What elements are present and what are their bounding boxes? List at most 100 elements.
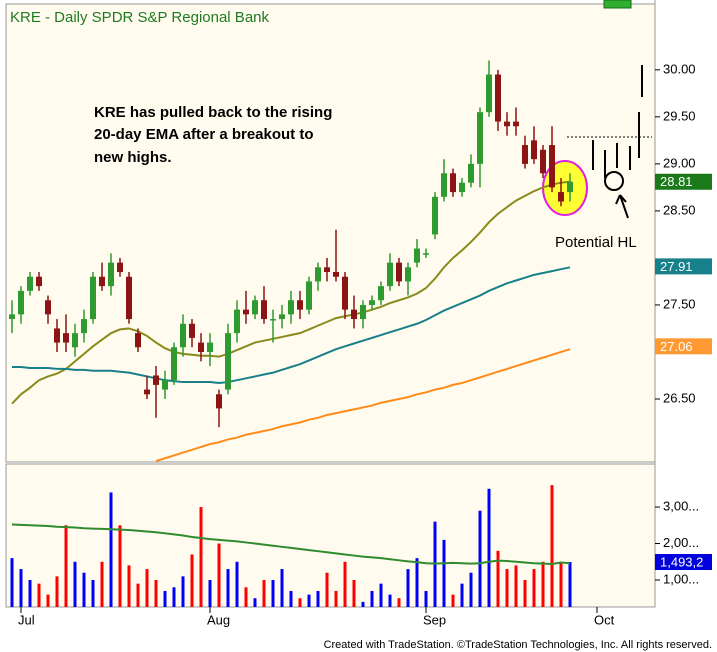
y-tick-label: 26.50 <box>663 390 696 405</box>
candle-body <box>531 140 537 160</box>
volume-bar <box>496 550 500 607</box>
candle-body <box>360 304 366 320</box>
volume-bar <box>370 590 374 607</box>
volume-bar <box>91 580 95 607</box>
y-tick-label: 29.50 <box>663 108 696 123</box>
candle-body <box>486 74 492 113</box>
candle-body <box>153 375 159 385</box>
candle-body <box>180 323 186 348</box>
y-tick-label: 3,00... <box>663 498 699 513</box>
candle-body <box>423 253 429 255</box>
candle-body <box>261 300 267 320</box>
candle-body <box>243 309 249 315</box>
candle-body <box>549 145 555 188</box>
candle-body <box>117 262 123 273</box>
volume-bar <box>505 569 509 607</box>
candle-body <box>288 300 294 315</box>
x-tick-label: Sep <box>423 612 446 627</box>
candle-body <box>99 276 105 287</box>
x-tick-label: Jul <box>18 612 35 627</box>
volume-bar <box>208 580 212 607</box>
volume-average <box>11 523 571 565</box>
x-tick-label: Aug <box>207 612 230 627</box>
candle-body <box>9 314 15 320</box>
x-tick-label: Oct <box>594 612 615 627</box>
volume-bar <box>253 598 257 607</box>
price-marker <box>655 258 712 275</box>
volume-bar <box>64 525 68 607</box>
candle-body <box>396 262 402 282</box>
y-tick-label: 28.50 <box>663 202 696 217</box>
candle-body <box>279 314 285 320</box>
volume-bar <box>163 590 167 607</box>
volume-bar <box>307 594 311 607</box>
candle-body <box>387 262 393 287</box>
candle-body <box>459 182 465 193</box>
volume-bar <box>415 558 419 607</box>
volume-bar <box>82 572 86 607</box>
volume-panel <box>5 463 656 608</box>
volume-bar <box>10 558 14 607</box>
volume-bar <box>127 565 131 607</box>
volume-bar <box>100 561 104 607</box>
annotation: Potential HL <box>555 234 637 251</box>
candle-body <box>27 276 33 291</box>
volume-marker-label: 1,493,2 <box>660 554 703 569</box>
volume-bar <box>199 507 203 607</box>
volume-bar <box>262 580 266 607</box>
volume-bar <box>298 598 302 607</box>
y-tick-label: 29.00 <box>663 155 696 170</box>
candle-body <box>72 333 78 348</box>
price-marker-label: 28.81 <box>660 174 693 189</box>
chart-title: KRE - Daily SPDR S&P Regional Bank <box>10 9 269 26</box>
ema-line <box>12 266 571 385</box>
candle-body <box>81 319 87 334</box>
candle-body <box>441 173 447 197</box>
volume-bar <box>343 561 347 607</box>
volume-bar <box>244 587 248 607</box>
candle-body <box>540 149 546 174</box>
arrow <box>615 194 629 219</box>
candle-body <box>342 276 348 310</box>
price-marker <box>655 338 712 355</box>
candle-body <box>198 342 204 352</box>
candle-body <box>513 121 519 127</box>
candle-body <box>135 333 141 348</box>
volume-bar <box>541 561 545 607</box>
candle-body <box>162 380 168 390</box>
candle-body <box>567 181 573 193</box>
price-marker-label: 27.06 <box>660 339 693 354</box>
volume-bar <box>406 569 410 607</box>
candle-body <box>252 300 258 315</box>
candle-body <box>270 319 276 321</box>
candle-body <box>378 286 384 301</box>
volume-bar <box>181 576 185 607</box>
candle-body <box>54 328 60 343</box>
volume-bar <box>37 583 41 607</box>
status-indicator <box>603 0 632 9</box>
candle-body <box>216 394 222 409</box>
volume-bar <box>28 580 32 607</box>
candle-body <box>405 267 411 282</box>
volume-bar <box>523 580 527 607</box>
annotation: KRE has pulled back to the rising <box>94 104 332 121</box>
candle-body <box>90 276 96 320</box>
candle-body <box>324 267 330 273</box>
volume-bar <box>118 525 122 607</box>
ema-line <box>155 348 571 463</box>
price-panel <box>5 3 656 463</box>
volume-bar <box>271 580 275 607</box>
volume-bar <box>568 562 572 607</box>
volume-bar <box>325 572 329 607</box>
volume-bar <box>217 543 221 607</box>
candle-body <box>450 173 456 193</box>
price-marker <box>655 173 712 190</box>
volume-bar <box>190 554 194 607</box>
volume-bar <box>172 587 176 607</box>
volume-bar <box>514 565 518 607</box>
candle-body <box>144 389 150 395</box>
volume-bar <box>46 594 50 607</box>
volume-bar <box>55 576 59 607</box>
price-marker-label: 27.91 <box>660 259 693 274</box>
volume-bar <box>280 569 284 607</box>
